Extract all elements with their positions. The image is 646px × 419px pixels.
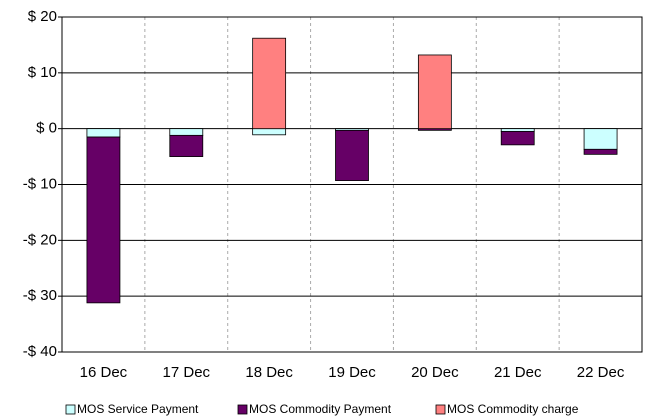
legend-swatch xyxy=(435,404,446,415)
bar xyxy=(169,128,204,136)
bar xyxy=(86,136,121,304)
x-tick-label: 18 Dec xyxy=(245,364,293,381)
x-tick-label: 22 Dec xyxy=(577,364,625,381)
legend-label: MOS Service Payment xyxy=(77,402,199,416)
bar xyxy=(417,54,452,130)
bar xyxy=(500,131,535,146)
x-tick-label: 16 Dec xyxy=(80,364,128,381)
x-tick-label: 17 Dec xyxy=(163,364,211,381)
legend-swatch xyxy=(237,404,248,415)
bar xyxy=(252,37,287,130)
y-tick-label: -$ 20 xyxy=(23,231,57,248)
x-tick-label: 20 Dec xyxy=(411,364,459,381)
y-tick-label: $ 0 xyxy=(36,120,57,137)
plot-frame xyxy=(61,16,643,353)
y-tick-label: -$ 10 xyxy=(23,175,57,192)
y-tick-label: -$ 40 xyxy=(23,343,57,360)
y-tick-label: $ 20 xyxy=(28,8,57,25)
bar xyxy=(169,134,204,157)
x-tick-label: 19 Dec xyxy=(328,364,376,381)
y-tick-label: $ 10 xyxy=(28,64,57,81)
x-tick-label: 21 Dec xyxy=(494,364,542,381)
bar xyxy=(583,128,618,150)
legend-label: MOS Commodity Payment xyxy=(249,402,392,416)
bar xyxy=(335,129,369,181)
legend-label: MOS Commodity charge xyxy=(447,402,579,416)
bar xyxy=(583,148,618,155)
bar xyxy=(252,128,287,136)
bar xyxy=(500,128,535,132)
legend-swatch xyxy=(65,404,76,415)
y-tick-label: -$ 30 xyxy=(23,287,57,304)
bar xyxy=(86,128,121,138)
